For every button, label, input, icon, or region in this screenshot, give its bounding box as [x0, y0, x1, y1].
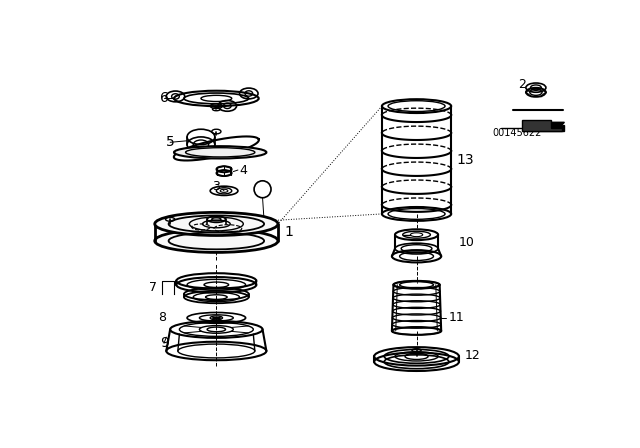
Polygon shape	[526, 122, 564, 131]
Polygon shape	[526, 125, 564, 131]
Circle shape	[254, 181, 271, 198]
Text: 9: 9	[160, 336, 169, 350]
Text: 8: 8	[159, 311, 166, 324]
Text: 6: 6	[160, 91, 169, 105]
Ellipse shape	[155, 212, 278, 236]
Text: 5: 5	[166, 135, 175, 149]
Polygon shape	[522, 120, 562, 131]
Text: 3: 3	[212, 181, 220, 194]
Ellipse shape	[155, 229, 278, 252]
Text: 00145622: 00145622	[492, 128, 541, 138]
Text: 7: 7	[149, 281, 157, 294]
Text: 10: 10	[459, 236, 475, 249]
Text: 2: 2	[259, 184, 266, 194]
Text: 1: 1	[284, 224, 293, 239]
Text: 13: 13	[456, 153, 474, 167]
Text: 12: 12	[464, 349, 480, 362]
Ellipse shape	[174, 146, 266, 159]
Text: 2: 2	[518, 78, 526, 91]
Text: 4: 4	[239, 164, 247, 177]
Text: 11: 11	[449, 311, 465, 324]
